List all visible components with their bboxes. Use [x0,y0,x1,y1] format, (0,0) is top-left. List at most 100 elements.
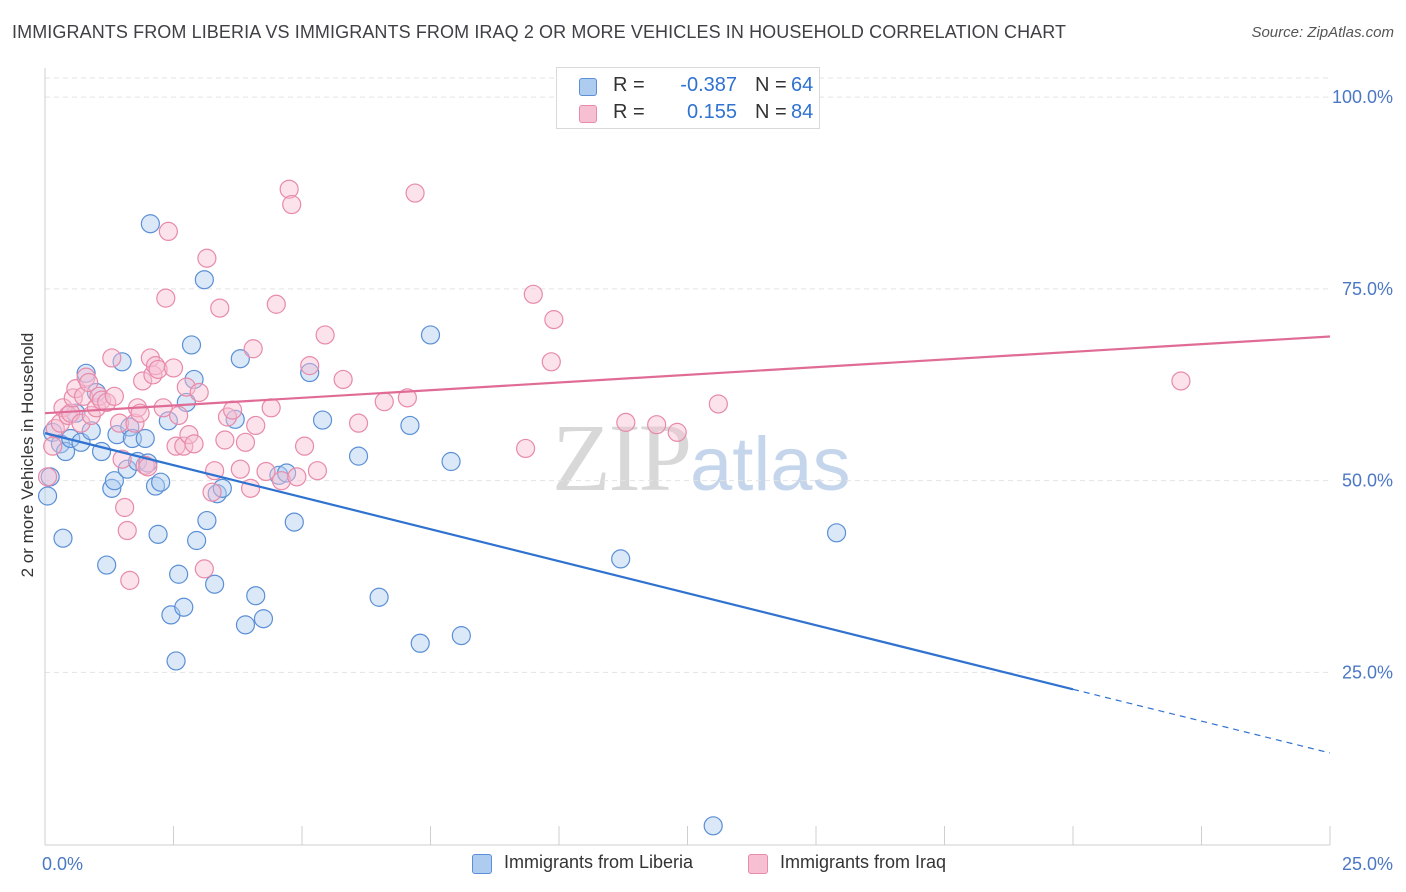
point-iraq [71,413,91,433]
stats-swatch-iraq [579,105,597,123]
trend-line-liberia [44,432,1074,691]
point-liberia [37,486,58,506]
point-liberia [230,349,250,369]
y-axis-title: 2 or more Vehicles in Household [18,332,37,578]
point-liberia [703,816,723,836]
point-iraq [261,398,281,418]
point-liberia [169,564,189,584]
point-iraq [647,415,667,435]
point-iraq [230,459,250,479]
point-iraq [184,434,204,454]
stats-n-value: 84 [791,101,814,123]
stats-swatch-liberia [579,78,597,96]
point-iraq [405,183,425,203]
point-iraq [194,559,214,579]
point-iraq [176,377,196,397]
legend-label-liberia: Immigrants from Liberia [504,852,694,872]
point-liberia [369,587,389,607]
point-iraq [133,371,153,391]
point-iraq [271,471,292,491]
point-iraq [397,388,417,408]
stats-n-value: 64 [791,74,814,96]
point-iraq [210,298,230,318]
point-iraq [374,392,394,412]
point-liberia [174,597,194,617]
point-liberia [151,472,171,492]
point-iraq [45,418,65,439]
chart-title: IMMIGRANTS FROM LIBERIA VS IMMIGRANTS FR… [12,22,1067,42]
point-liberia [104,471,124,491]
point-iraq [117,520,137,541]
point-iraq [163,358,184,378]
point-liberia [112,352,132,372]
point-iraq [544,310,564,330]
point-liberia [187,530,207,551]
point-liberia [53,528,73,548]
point-iraq [97,392,117,413]
stats-r-label: R = [613,101,645,123]
point-iraq [279,179,299,199]
point-liberia [611,549,631,569]
watermark-zip: ZIP [552,404,692,511]
trend-extension-liberia [1072,688,1331,754]
point-iraq [266,294,286,314]
point-liberia [420,325,441,345]
point-liberia [102,478,122,498]
point-iraq [282,194,302,215]
y-tick-label: 50.0% [1342,471,1393,491]
point-liberia [166,651,186,671]
point-liberia [197,510,217,531]
point-liberia [253,609,274,629]
point-iraq [189,382,209,403]
point-liberia [212,478,232,498]
point-iraq [148,359,168,380]
point-iraq [197,248,217,268]
point-iraq [523,284,543,304]
point-liberia [117,459,137,479]
point-liberia [235,615,256,635]
point-liberia [284,512,304,532]
point-liberia [451,626,471,646]
legend-swatch-iraq [748,854,768,874]
point-iraq [223,400,243,420]
point-iraq [156,288,176,308]
watermark-atlas: atlas [690,422,851,507]
point-iraq [307,461,328,481]
point-iraq [333,369,353,390]
x-tick-label: 25.0% [1342,854,1393,874]
point-iraq [708,394,728,414]
point-iraq [515,438,536,459]
point-iraq [50,413,71,433]
legend-swatch-liberia [472,854,492,874]
point-iraq [102,348,122,368]
point-liberia [120,417,140,437]
point-liberia [66,403,86,423]
point-liberia [145,476,166,496]
point-iraq [179,425,199,445]
point-iraq [43,436,63,456]
stats-r-label: R = [613,74,645,96]
point-liberia [97,555,117,575]
point-iraq [300,356,320,376]
point-iraq [115,497,135,518]
point-iraq [109,413,130,433]
y-tick-label: 25.0% [1342,662,1393,682]
point-iraq [246,415,266,436]
point-liberia [135,428,155,449]
trend-line-iraq [44,335,1331,415]
point-liberia [140,214,160,234]
point-liberia [81,421,101,441]
point-iraq [243,339,263,359]
point-iraq [37,467,58,487]
point-iraq [1171,371,1191,391]
point-iraq [315,325,335,345]
point-iraq [125,413,145,433]
point-iraq [153,398,173,418]
point-iraq [79,372,99,393]
stats-n-label: N = [755,101,787,123]
point-iraq [104,386,124,406]
point-liberia [205,574,225,594]
point-liberia [148,524,168,544]
point-iraq [202,482,222,502]
y-tick-label: 100.0% [1332,87,1393,107]
